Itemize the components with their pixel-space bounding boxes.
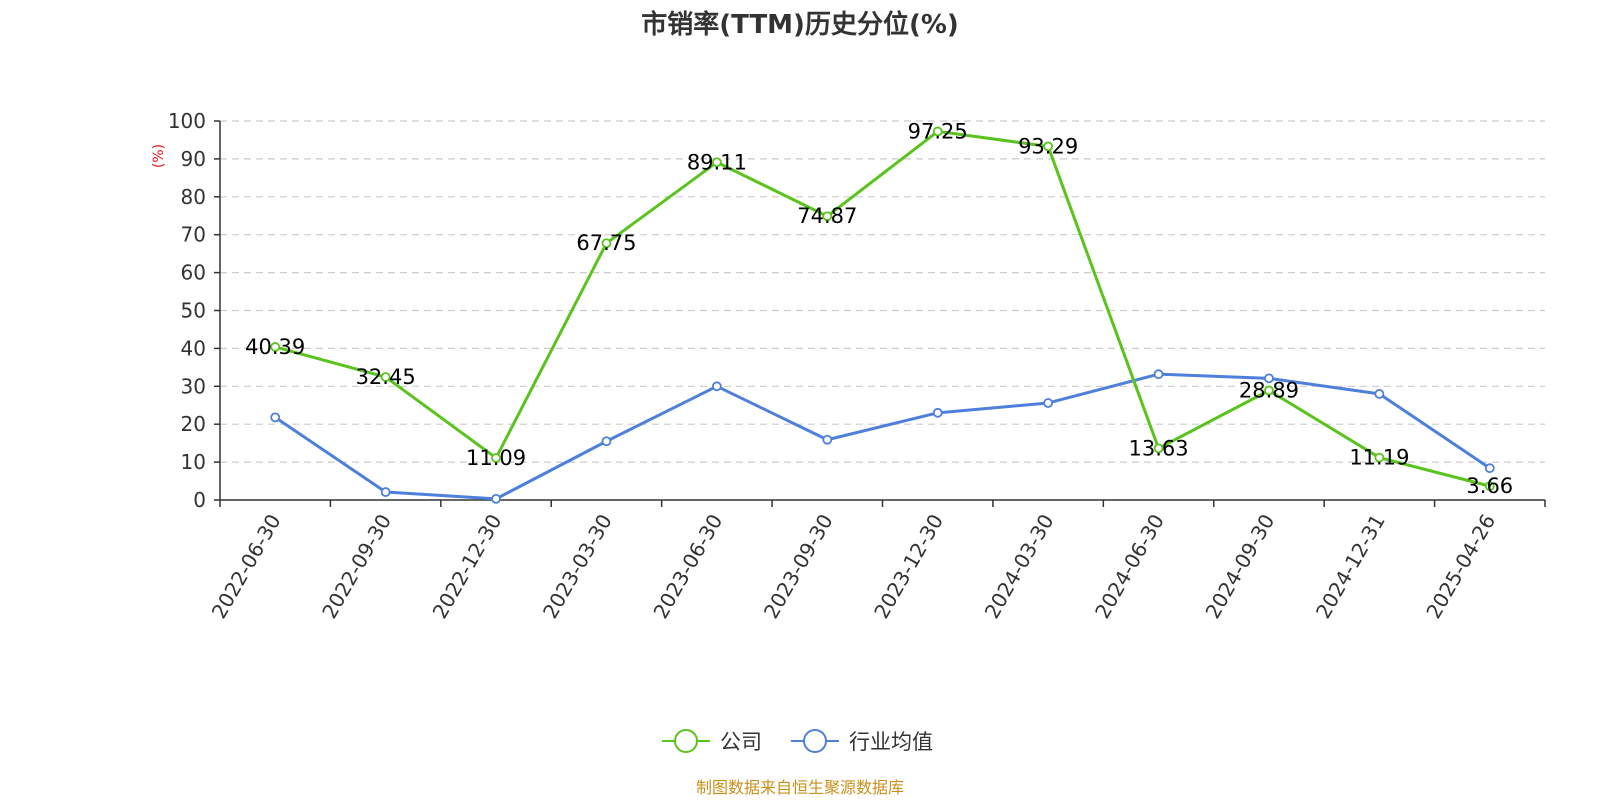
y-tick-label: 80 <box>181 185 206 209</box>
y-axis-label: (%) <box>151 144 167 168</box>
data-label: 89.11 <box>687 150 747 174</box>
y-tick-label: 30 <box>181 374 206 398</box>
data-label: 13.63 <box>1128 436 1188 460</box>
data-point[interactable] <box>932 126 943 137</box>
data-point[interactable] <box>1153 369 1164 380</box>
series-line <box>274 372 1491 501</box>
data-point[interactable] <box>1043 141 1054 152</box>
data-point[interactable] <box>270 342 281 352</box>
data-label: 93.29 <box>1018 134 1078 158</box>
data-point[interactable] <box>1153 443 1164 454</box>
data-labels: 40.39 32.45 11.09 67.75 89.11 74.87 97.25 93.29… <box>245 119 1513 498</box>
data-point[interactable] <box>822 434 833 445</box>
data-point[interactable] <box>491 493 501 504</box>
x-tick-label: 2022-09-30 <box>317 510 396 623</box>
data-point[interactable] <box>1264 385 1274 396</box>
series-layer <box>270 126 1495 504</box>
data-label: 97.25 <box>908 119 968 143</box>
data-point[interactable] <box>380 372 391 382</box>
series-line <box>274 129 1491 488</box>
data-point[interactable] <box>1374 452 1385 463</box>
data-label: 67.75 <box>576 231 636 255</box>
y-tick-label: 60 <box>181 261 206 285</box>
data-point[interactable] <box>711 157 722 168</box>
y-tick-label: 40 <box>181 336 206 360</box>
x-tick-label: 2023-06-30 <box>648 510 727 623</box>
data-point[interactable] <box>932 407 943 418</box>
x-tick-label: 2024-09-30 <box>1200 510 1279 623</box>
data-point[interactable] <box>270 412 281 423</box>
y-tick-label: 50 <box>181 299 206 323</box>
data-point[interactable] <box>1484 481 1495 492</box>
data-point[interactable] <box>601 238 612 249</box>
data-label: 11.09 <box>466 446 526 470</box>
data-label: 28.89 <box>1239 379 1299 403</box>
data-point[interactable] <box>601 436 612 447</box>
data-label: 40.39 <box>245 335 305 359</box>
data-point[interactable] <box>491 453 501 463</box>
x-tick-label: 2022-06-30 <box>207 510 286 623</box>
x-tick-label: 2024-03-30 <box>980 510 1059 623</box>
y-tick-label: 20 <box>181 412 206 436</box>
data-point[interactable] <box>1264 373 1274 384</box>
legend-label[interactable]: 行业均值 <box>849 730 933 754</box>
data-label: 11.19 <box>1349 446 1409 470</box>
y-tick-label: 90 <box>181 147 206 171</box>
data-point[interactable] <box>380 487 391 497</box>
x-tick-label: 2022-12-30 <box>428 510 507 623</box>
data-label: 32.45 <box>356 365 416 389</box>
data-point[interactable] <box>822 211 833 222</box>
legend-marker[interactable] <box>803 729 827 753</box>
y-tick-label: 70 <box>181 223 206 247</box>
data-point[interactable] <box>1374 388 1385 399</box>
x-tick-label: 2023-03-30 <box>538 510 617 623</box>
x-tick-label: 2023-09-30 <box>759 510 838 623</box>
chart-title: 市销率(TTM)历史分位(%) <box>641 9 959 40</box>
y-tick-label: 100 <box>168 109 206 133</box>
legend-marker[interactable] <box>674 729 698 753</box>
data-point[interactable] <box>711 381 722 392</box>
data-label: 3.66 <box>1466 474 1513 498</box>
data-label: 74.87 <box>797 204 857 228</box>
y-tick-label: 0 <box>193 488 206 512</box>
x-tick-label: 2025-04-26 <box>1421 510 1500 623</box>
legend-label[interactable]: 公司 <box>720 730 762 754</box>
legend[interactable]: 公司 行业均值 <box>662 729 933 754</box>
x-tick-label: 2024-06-30 <box>1090 510 1169 623</box>
source-note: 制图数据来自恒生聚源数据库 <box>696 778 904 797</box>
data-point[interactable] <box>1043 398 1054 408</box>
x-tick-label: 2023-12-30 <box>869 510 948 623</box>
data-point[interactable] <box>1484 463 1495 474</box>
grid-lines <box>220 120 1545 463</box>
x-tick-label: 2024-12-31 <box>1311 510 1390 623</box>
y-tick-label: 10 <box>181 450 206 474</box>
